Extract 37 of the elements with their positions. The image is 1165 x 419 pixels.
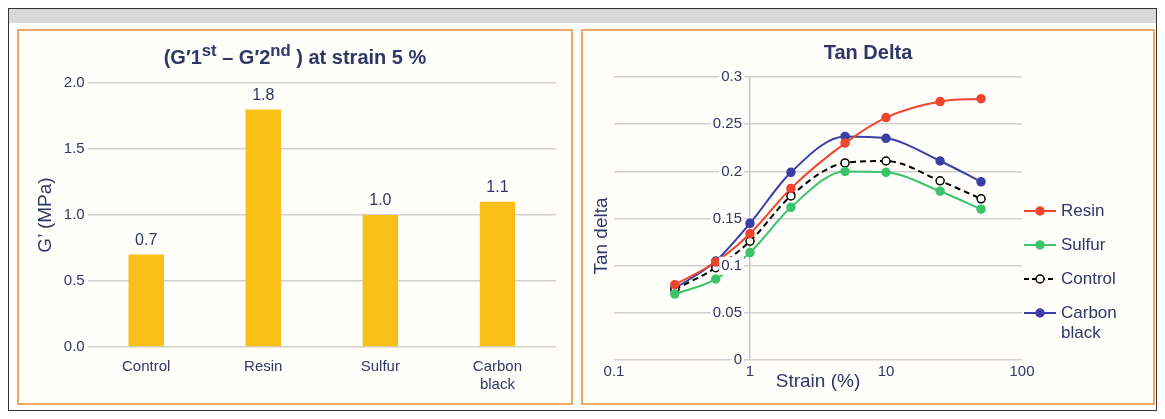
x-tick-label: Resin [244,357,283,375]
y-tick-label: 0.5 [63,271,85,289]
y-tick-label: 1.5 [63,139,85,157]
data-label: 1.0 [369,191,392,209]
y-tick-label: 0.0 [63,337,85,355]
y-tick-label: 0.25 [712,114,742,132]
legend-label: Control [1061,269,1116,289]
x-tick-label: 10 [877,362,895,380]
bar [479,201,516,347]
x-tick-label: Sulfur [360,357,400,375]
data-label: 1.1 [486,178,509,196]
legend-label: Carbon black [1061,303,1118,343]
x-tick-label: Carbon black [472,357,523,393]
x-tick-label: 0.1 [603,362,625,380]
x-axis-title: Strain (%) [775,369,861,391]
x-tick-label: 1 [745,362,755,380]
y-axis-title: G’ (MPa) [33,177,55,253]
bar [362,215,399,347]
data-label: 0.7 [135,231,158,249]
bar [245,109,281,347]
legend-label: Sulfur [1061,235,1106,255]
bar [128,254,164,347]
data-label: 1.8 [252,85,275,103]
y-tick-label: 0.2 [721,161,742,179]
y-tick-label: 0.05 [712,303,742,321]
chart-title: (G′1$^{st}$ – G′2$^{nd}$ ) at strain 5 % [163,41,427,70]
chart-title: Tan Delta [823,41,913,65]
x-tick-label: Control [122,357,171,375]
y-tick-label: 0.15 [712,208,742,226]
y-axis-title: Tan delta [590,197,612,275]
y-tick-label: 1.0 [63,205,85,223]
y-tick-label: 2.0 [63,73,85,91]
x-tick-label: 100 [1009,362,1035,380]
y-tick-label: 0.3 [721,67,742,85]
y-tick-label: 0 [733,350,742,368]
y-tick-label: 0.1 [721,255,742,273]
legend-label: Resin [1061,201,1105,221]
